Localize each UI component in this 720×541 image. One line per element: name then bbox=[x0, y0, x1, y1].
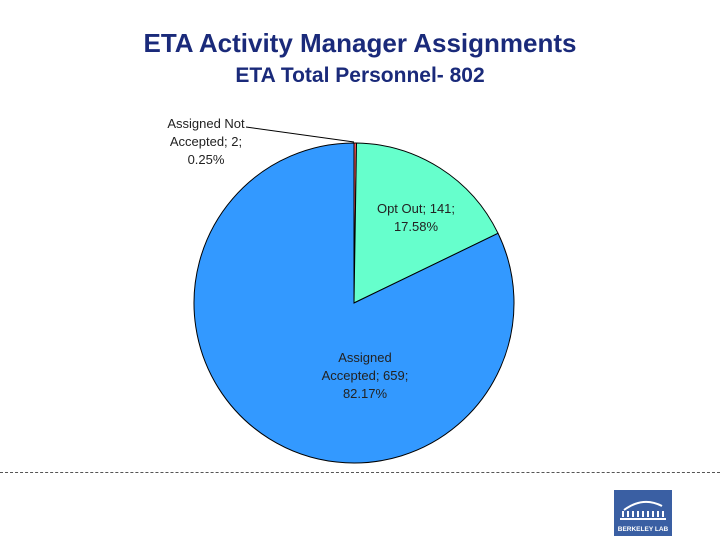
pie-label-assigned-not-accepted: Assigned Not Accepted; 2; 0.25% bbox=[167, 116, 245, 167]
pie-slice-opt-out bbox=[353, 142, 499, 304]
pie-leader-line bbox=[245, 126, 355, 143]
logo-text: BERKELEY LAB bbox=[618, 526, 669, 533]
pie-slice-assigned-accepted bbox=[193, 142, 515, 464]
pie-label-opt-out: Opt Out; 141; 17.58% bbox=[377, 201, 455, 234]
berkeley-lab-logo: BERKELEY LAB bbox=[614, 490, 672, 536]
pie-slices bbox=[193, 142, 515, 464]
pie-leader-lines bbox=[245, 126, 355, 143]
footer-divider bbox=[0, 472, 720, 473]
pie-chart: Assigned Not Accepted; 2; 0.25% Opt Out; 14… bbox=[167, 116, 515, 464]
chart-title: ETA Activity Manager Assignments bbox=[143, 28, 577, 58]
chart-subtitle: ETA Total Personnel- 802 bbox=[235, 64, 485, 87]
pie-label-assigned-accepted: Assigned Accepted; 659; 82.17% bbox=[322, 350, 409, 401]
pie-labels: Assigned Not Accepted; 2; 0.25% Opt Out; 14… bbox=[167, 116, 455, 401]
